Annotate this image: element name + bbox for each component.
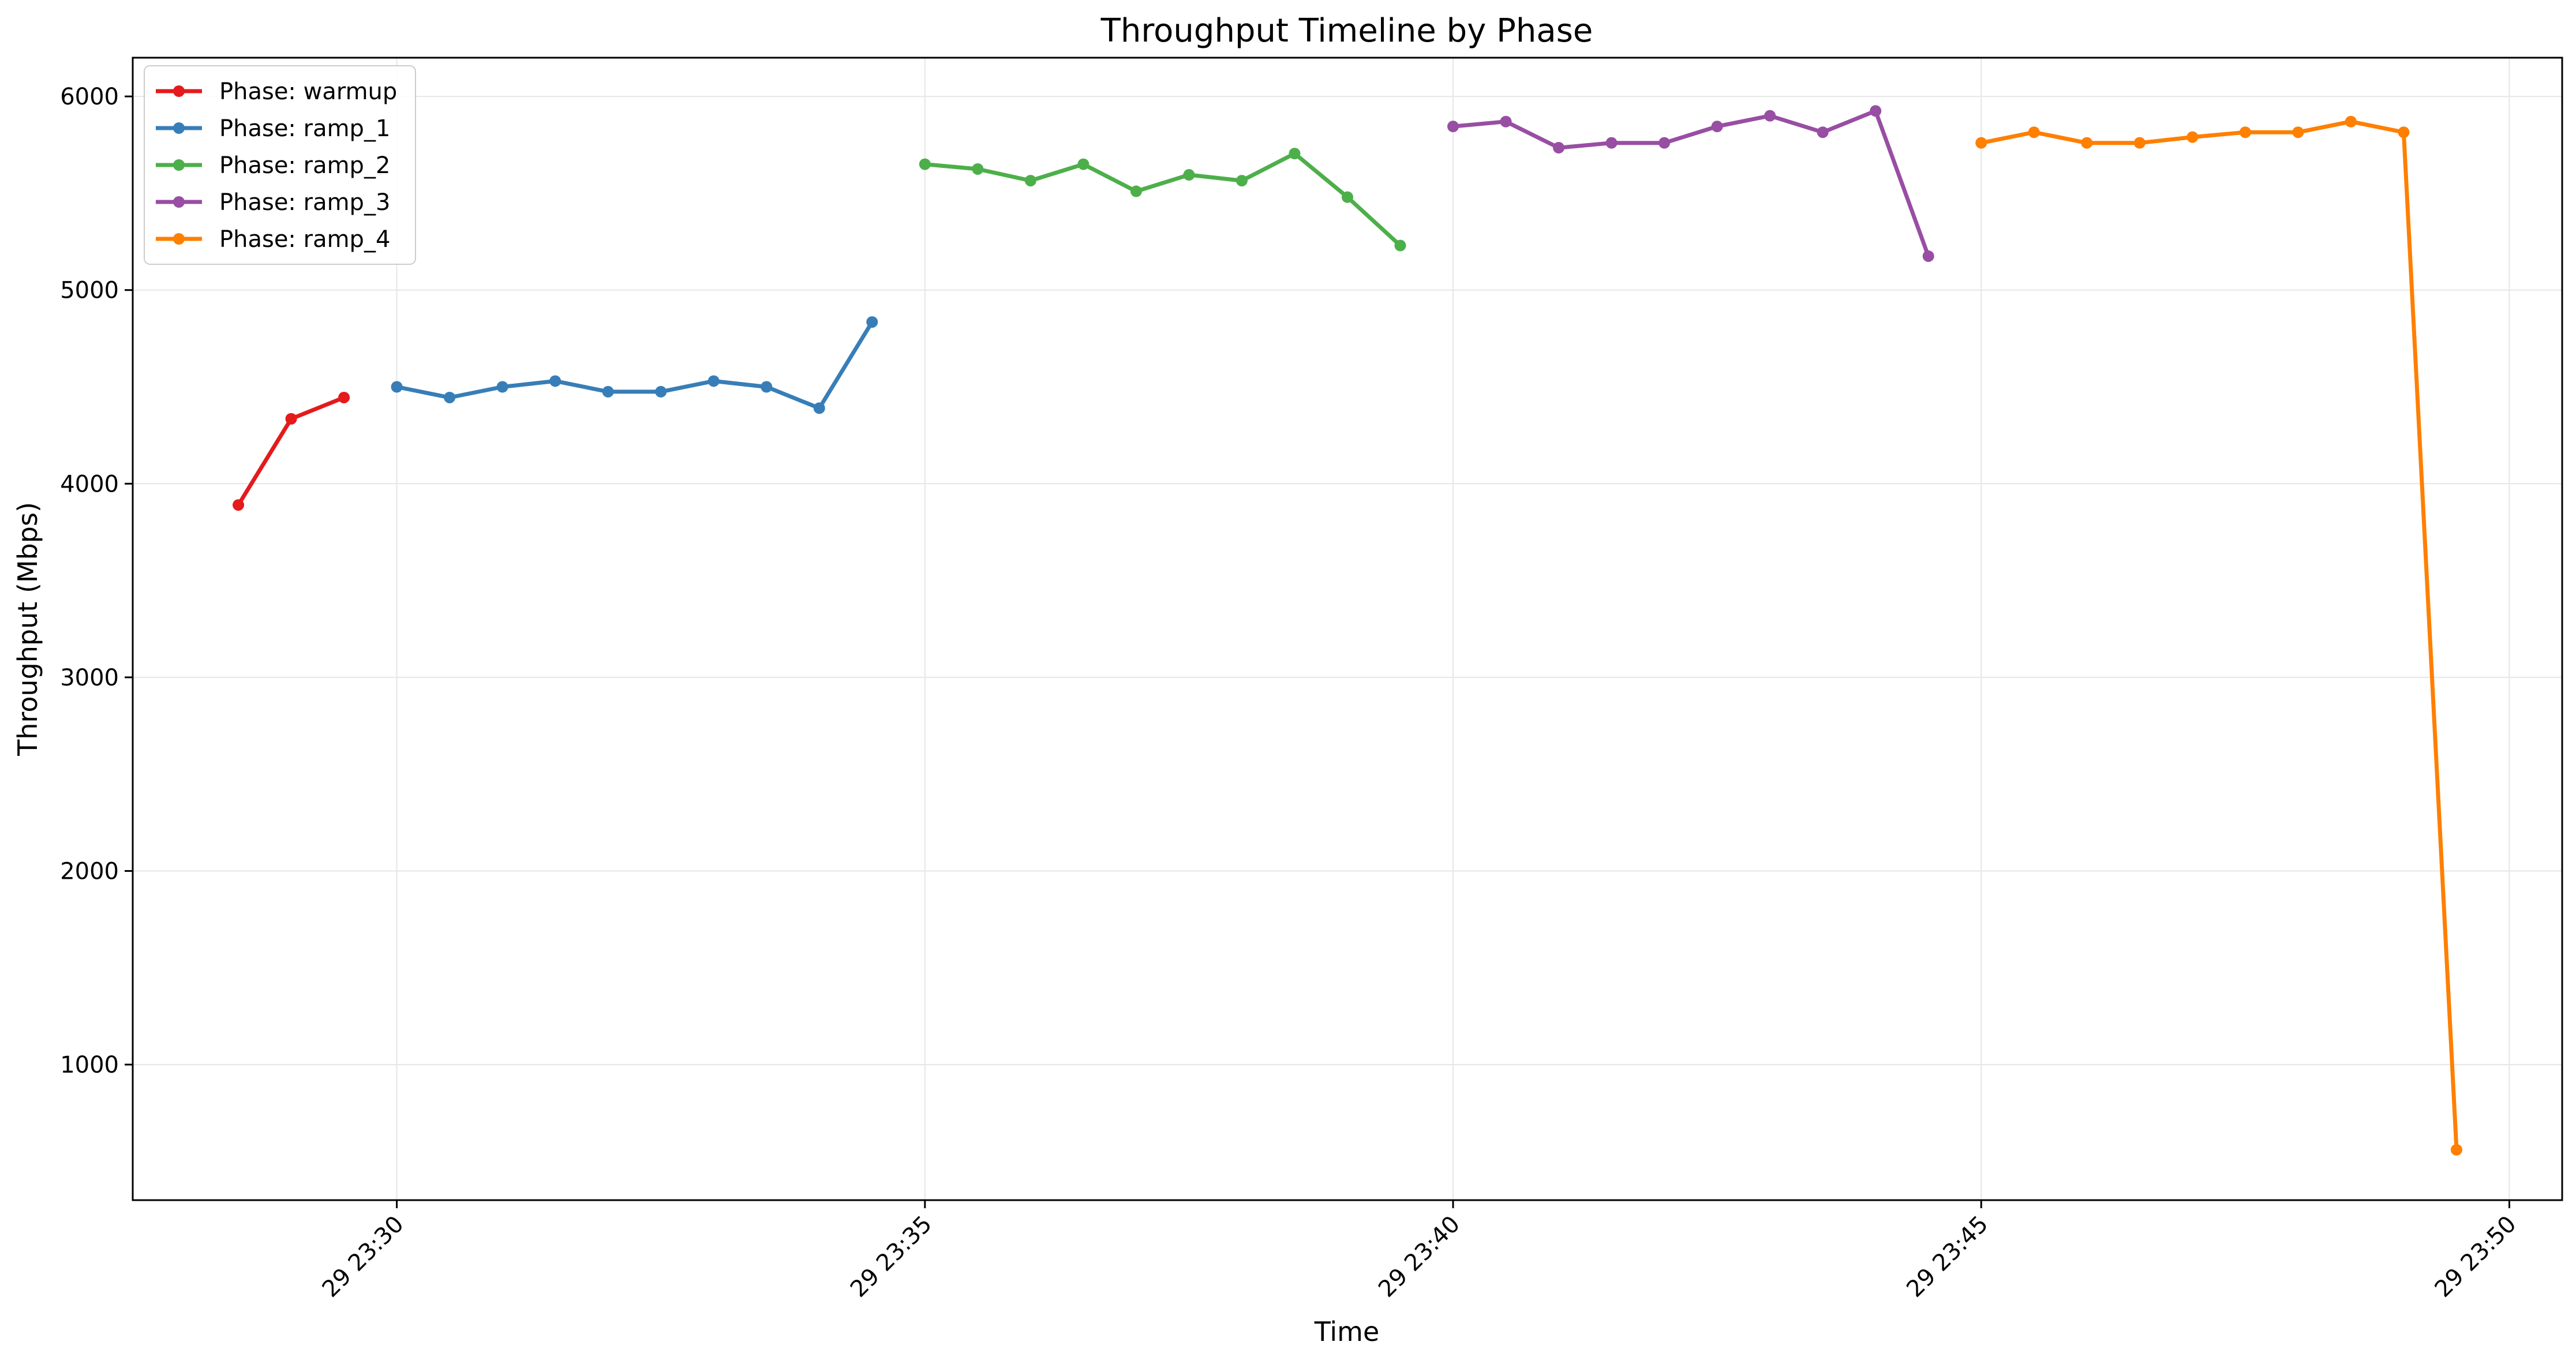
legend-swatch-marker bbox=[173, 233, 185, 245]
data-point bbox=[1289, 148, 1301, 160]
data-point bbox=[1183, 169, 1195, 181]
data-point bbox=[1922, 250, 1934, 262]
chart-title: Throughput Timeline by Phase bbox=[1100, 12, 1593, 50]
y-tick-label: 4000 bbox=[60, 471, 119, 497]
data-point bbox=[1764, 110, 1776, 122]
data-point bbox=[602, 385, 614, 398]
data-point bbox=[2345, 115, 2357, 128]
data-point bbox=[2292, 126, 2304, 138]
data-point bbox=[1605, 137, 1618, 149]
data-point bbox=[866, 316, 878, 328]
series-line bbox=[396, 321, 874, 410]
x-tick-label: 29 23:35 bbox=[845, 1211, 937, 1303]
data-point bbox=[813, 402, 825, 414]
data-point bbox=[919, 158, 931, 170]
data-point bbox=[1024, 175, 1036, 187]
legend-swatch-marker bbox=[173, 196, 185, 208]
plot-frame bbox=[132, 57, 2563, 1201]
legend-label: Phase: ramp_3 bbox=[219, 189, 390, 216]
legend-label: Phase: ramp_2 bbox=[219, 152, 390, 179]
data-point bbox=[1553, 142, 1565, 154]
y-axis-label: Throughput (Mbps) bbox=[12, 502, 43, 756]
data-point bbox=[444, 391, 456, 403]
data-point bbox=[233, 499, 245, 511]
data-point bbox=[1342, 191, 1353, 203]
y-tick-label: 3000 bbox=[60, 665, 119, 691]
data-point bbox=[1870, 105, 1882, 117]
data-point bbox=[655, 385, 667, 398]
legend-swatch-marker bbox=[173, 159, 185, 171]
data-point bbox=[2028, 126, 2040, 138]
legend-label: Phase: ramp_4 bbox=[219, 226, 390, 253]
series-group bbox=[233, 105, 2462, 1156]
data-point bbox=[1500, 115, 1512, 128]
data-point bbox=[707, 375, 720, 387]
legend-label: Phase: ramp_1 bbox=[219, 115, 390, 142]
data-point bbox=[549, 375, 561, 387]
x-tick-label: 29 23:50 bbox=[2430, 1211, 2522, 1303]
x-tick-label: 29 23:40 bbox=[1373, 1211, 1465, 1303]
legend-swatch-marker bbox=[173, 122, 185, 134]
legend: Phase: warmup Phase: ramp_1 Phase: ramp_2 P… bbox=[144, 65, 416, 265]
data-point bbox=[2450, 1144, 2462, 1156]
y-tick-label: 2000 bbox=[60, 858, 119, 885]
data-point bbox=[1447, 121, 1459, 133]
data-point bbox=[761, 381, 773, 393]
data-point bbox=[338, 391, 350, 403]
data-point bbox=[1975, 137, 1987, 149]
data-point bbox=[1077, 158, 1089, 170]
y-tick-label: 5000 bbox=[60, 278, 119, 304]
legend-box bbox=[144, 65, 416, 265]
data-point bbox=[391, 381, 403, 393]
data-point bbox=[2398, 126, 2410, 138]
legend-label: Phase: warmup bbox=[219, 78, 397, 105]
data-point bbox=[2239, 126, 2251, 138]
data-point bbox=[1394, 239, 1406, 252]
series-line bbox=[1980, 119, 2459, 1150]
legend-swatch-marker bbox=[173, 85, 185, 97]
data-point bbox=[2133, 137, 2146, 149]
data-point bbox=[1130, 185, 1142, 197]
y-tick-label: 6000 bbox=[60, 84, 119, 110]
x-tick-label: 29 23:30 bbox=[317, 1211, 409, 1303]
grid bbox=[133, 58, 2562, 1200]
series-line bbox=[924, 151, 1402, 248]
data-point bbox=[1711, 121, 1723, 133]
data-point bbox=[1235, 175, 1248, 187]
series-line bbox=[1452, 108, 1930, 257]
data-point bbox=[972, 163, 984, 175]
data-point bbox=[1817, 126, 1829, 138]
data-point bbox=[285, 413, 297, 425]
x-axis-label: Time bbox=[1314, 1316, 1380, 1347]
data-point bbox=[496, 381, 508, 393]
data-point bbox=[2081, 137, 2093, 149]
ticks: 1000 2000 3000 4000 5000 6000 29 23:30 29 23:35… bbox=[60, 84, 2521, 1302]
y-tick-label: 1000 bbox=[60, 1052, 119, 1078]
data-point bbox=[2186, 131, 2199, 143]
x-tick-label: 29 23:45 bbox=[1901, 1211, 1993, 1303]
data-point bbox=[1658, 137, 1671, 149]
